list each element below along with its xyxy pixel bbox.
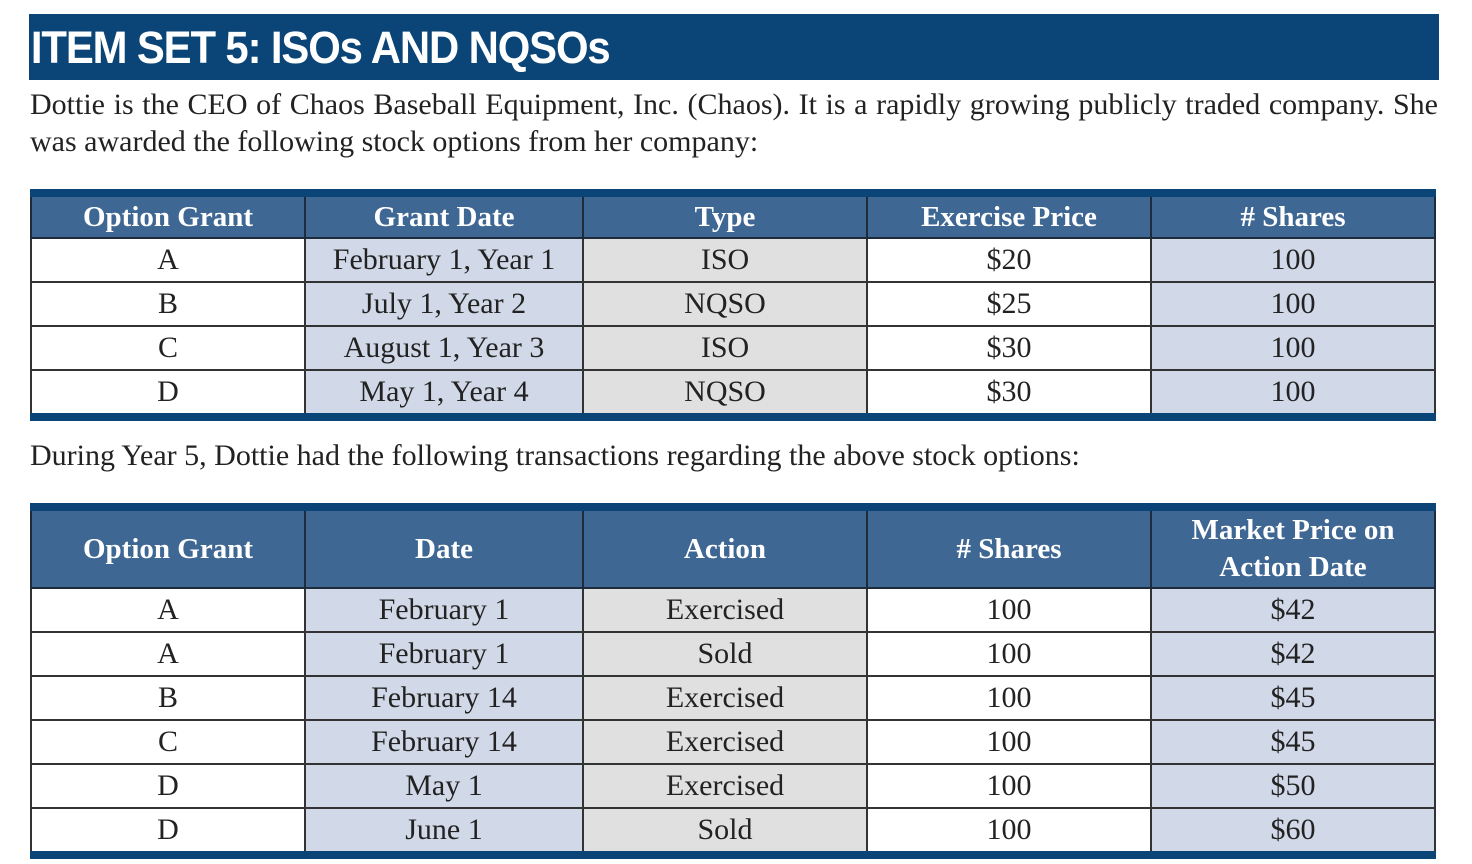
header-option-grant: Option Grant xyxy=(30,507,306,589)
cell-date: February 1 xyxy=(304,587,584,633)
cell-date: June 1 xyxy=(304,807,584,856)
cell-market-price: $42 xyxy=(1150,587,1436,633)
table-row: A February 1, Year 1 ISO $20 100 xyxy=(30,237,1436,283)
cell-option-grant: A xyxy=(30,631,306,677)
cell-grant-date: August 1, Year 3 xyxy=(304,325,584,371)
table-row: D June 1 Sold 100 $60 xyxy=(30,807,1436,856)
cell-shares: 100 xyxy=(1150,369,1436,418)
cell-shares: 100 xyxy=(866,675,1152,721)
intro-paragraph: Dottie is the CEO of Chaos Baseball Equi… xyxy=(30,88,1438,158)
cell-type: NQSO xyxy=(582,369,868,418)
cell-action: Exercised xyxy=(582,587,868,633)
table-row: C August 1, Year 3 ISO $30 100 xyxy=(30,325,1436,371)
cell-type: ISO xyxy=(582,325,868,371)
cell-option-grant: B xyxy=(30,675,306,721)
cell-shares: 100 xyxy=(1150,237,1436,283)
cell-market-price: $60 xyxy=(1150,807,1436,856)
cell-action: Exercised xyxy=(582,763,868,809)
table-row: D May 1, Year 4 NQSO $30 100 xyxy=(30,369,1436,418)
header-shares: # Shares xyxy=(866,507,1152,589)
cell-date: February 14 xyxy=(304,719,584,765)
cell-option-grant: D xyxy=(30,763,306,809)
cell-market-price: $50 xyxy=(1150,763,1436,809)
cell-option-grant: D xyxy=(30,369,306,418)
transactions-intro: During Year 5, Dottie had the following … xyxy=(30,439,1080,472)
cell-shares: 100 xyxy=(866,719,1152,765)
table-header-row: Option Grant Date Action # Shares Market… xyxy=(30,507,1436,589)
cell-shares: 100 xyxy=(866,763,1152,809)
title-bar: ITEM SET 5: ISOs AND NQSOs xyxy=(29,14,1439,80)
cell-action: Exercised xyxy=(582,675,868,721)
header-date: Date xyxy=(304,507,584,589)
table-header-row: Option Grant Grant Date Type Exercise Pr… xyxy=(30,193,1436,239)
cell-date: May 1 xyxy=(304,763,584,809)
table-row: C February 14 Exercised 100 $45 xyxy=(30,719,1436,765)
cell-option-grant: C xyxy=(30,719,306,765)
cell-shares: 100 xyxy=(1150,325,1436,371)
cell-action: Sold xyxy=(582,807,868,856)
page-title: ITEM SET 5: ISOs AND NQSOs xyxy=(30,22,611,73)
header-shares: # Shares xyxy=(1150,193,1436,239)
cell-exercise-price: $30 xyxy=(866,325,1152,371)
header-type: Type xyxy=(582,193,868,239)
transactions-table: Option Grant Date Action # Shares Market… xyxy=(30,503,1436,859)
header-market-price: Market Price on Action Date xyxy=(1150,507,1436,589)
cell-market-price: $42 xyxy=(1150,631,1436,677)
header-option-grant: Option Grant xyxy=(30,193,306,239)
header-action: Action xyxy=(582,507,868,589)
cell-action: Sold xyxy=(582,631,868,677)
table-row: A February 1 Sold 100 $42 xyxy=(30,631,1436,677)
cell-grant-date: July 1, Year 2 xyxy=(304,281,584,327)
table-row: D May 1 Exercised 100 $50 xyxy=(30,763,1436,809)
header-grant-date: Grant Date xyxy=(304,193,584,239)
header-exercise-price: Exercise Price xyxy=(866,193,1152,239)
option-grants-table: Option Grant Grant Date Type Exercise Pr… xyxy=(30,189,1436,421)
cell-option-grant: A xyxy=(30,587,306,633)
cell-date: February 14 xyxy=(304,675,584,721)
cell-exercise-price: $30 xyxy=(866,369,1152,418)
table-row: B July 1, Year 2 NQSO $25 100 xyxy=(30,281,1436,327)
cell-type: ISO xyxy=(582,237,868,283)
cell-market-price: $45 xyxy=(1150,719,1436,765)
table-row: A February 1 Exercised 100 $42 xyxy=(30,587,1436,633)
cell-shares: 100 xyxy=(866,807,1152,856)
cell-grant-date: February 1, Year 1 xyxy=(304,237,584,283)
cell-option-grant: B xyxy=(30,281,306,327)
cell-action: Exercised xyxy=(582,719,868,765)
cell-market-price: $45 xyxy=(1150,675,1436,721)
cell-shares: 100 xyxy=(866,631,1152,677)
cell-date: February 1 xyxy=(304,631,584,677)
cell-type: NQSO xyxy=(582,281,868,327)
cell-shares: 100 xyxy=(866,587,1152,633)
cell-option-grant: A xyxy=(30,237,306,283)
cell-option-grant: C xyxy=(30,325,306,371)
table-row: B February 14 Exercised 100 $45 xyxy=(30,675,1436,721)
cell-exercise-price: $20 xyxy=(866,237,1152,283)
cell-exercise-price: $25 xyxy=(866,281,1152,327)
cell-option-grant: D xyxy=(30,807,306,856)
cell-grant-date: May 1, Year 4 xyxy=(304,369,584,418)
cell-shares: 100 xyxy=(1150,281,1436,327)
